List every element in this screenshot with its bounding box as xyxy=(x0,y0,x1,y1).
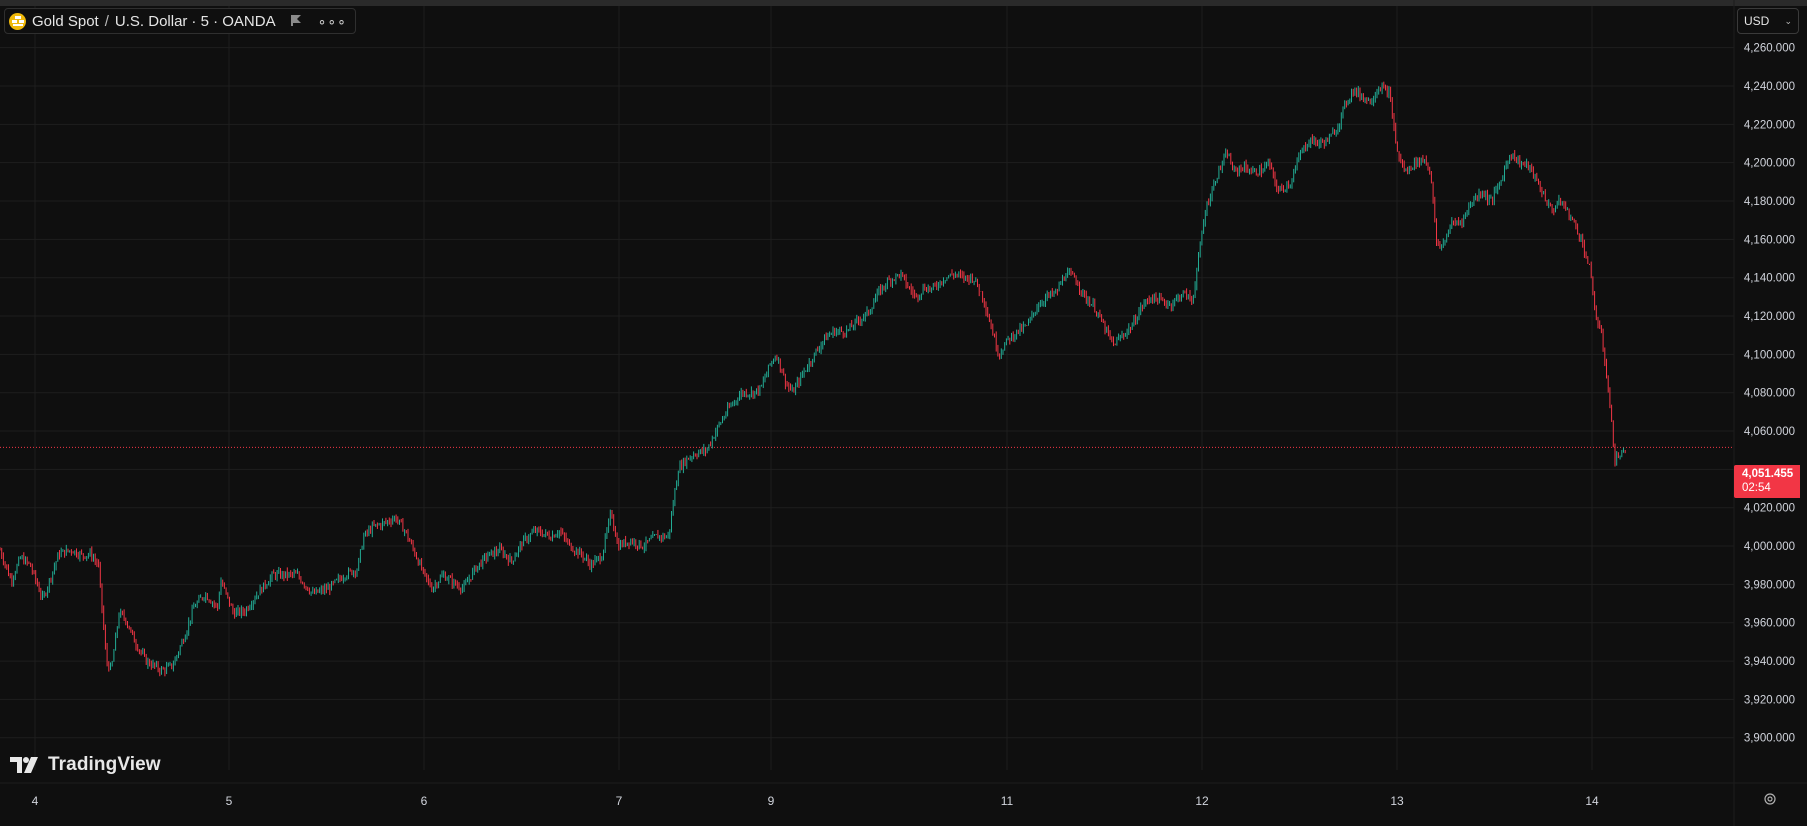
x-tick-label: 5 xyxy=(226,794,233,808)
y-tick-label: 4,020.000 xyxy=(1744,503,1795,515)
candle-series xyxy=(0,81,1626,677)
x-tick-label: 4 xyxy=(32,794,39,808)
interval-exchange: · 5 · OANDA xyxy=(191,12,276,30)
more-dots-icon[interactable]: ∘∘∘ xyxy=(317,12,347,29)
y-tick-label: 3,900.000 xyxy=(1744,733,1795,745)
vertical-grid xyxy=(34,6,1593,770)
y-tick-label: 3,940.000 xyxy=(1744,656,1795,668)
x-tick-label: 13 xyxy=(1390,794,1404,808)
x-tick-label: 9 xyxy=(768,794,775,808)
y-tick-label: 4,000.000 xyxy=(1744,541,1795,553)
symbol-separator: / xyxy=(104,12,109,30)
flag-icon[interactable] xyxy=(290,13,302,30)
currency-value: USD xyxy=(1744,14,1770,28)
last-price-label: 4,051.455 02:54 xyxy=(1734,465,1800,498)
tradingview-logo-icon xyxy=(10,757,38,773)
quote-currency: U.S. Dollar xyxy=(114,12,188,30)
y-tick-label: 4,200.000 xyxy=(1744,158,1795,170)
y-tick-label: 4,220.000 xyxy=(1744,119,1795,131)
y-tick-label: 4,140.000 xyxy=(1744,273,1795,285)
y-tick-label: 4,100.000 xyxy=(1744,349,1795,361)
last-price-value: 4,051.455 xyxy=(1742,468,1794,480)
time-axis: 4 5 6 7 9 11 12 13 14 xyxy=(0,782,1807,808)
y-tick-label: 3,980.000 xyxy=(1744,579,1795,591)
y-tick-label: 4,120.000 xyxy=(1744,311,1795,323)
horizontal-grid xyxy=(0,47,1734,739)
gold-coin-icon xyxy=(9,12,26,30)
settings-icon[interactable] xyxy=(1763,792,1777,806)
top-divider xyxy=(0,0,1807,6)
x-tick-label: 14 xyxy=(1585,794,1599,808)
y-tick-label: 3,960.000 xyxy=(1744,618,1795,630)
price-axis: 4,260.000 4,240.000 4,220.000 4,200.000 4,18… xyxy=(1733,0,1795,826)
y-tick-label: 3,920.000 xyxy=(1744,694,1795,706)
tradingview-watermark[interactable]: TradingView xyxy=(10,754,161,776)
y-tick-label: 4,240.000 xyxy=(1744,81,1795,93)
symbol-name: Gold Spot xyxy=(32,12,99,30)
y-tick-label: 4,180.000 xyxy=(1744,196,1795,208)
y-tick-label: 4,160.000 xyxy=(1744,234,1795,246)
symbol-header[interactable]: Gold Spot / U.S. Dollar · 5 · OANDA ∘∘∘ xyxy=(4,8,356,34)
y-tick-label: 4,260.000 xyxy=(1744,43,1795,55)
x-tick-label: 12 xyxy=(1195,794,1209,808)
x-tick-label: 6 xyxy=(421,794,428,808)
y-tick-label: 4,060.000 xyxy=(1744,426,1795,438)
bar-countdown: 02:54 xyxy=(1742,482,1771,494)
x-tick-label: 11 xyxy=(1001,794,1014,808)
chevron-down-icon: ⌄ xyxy=(1784,15,1792,26)
currency-select[interactable]: USD ⌄ xyxy=(1737,8,1799,34)
x-tick-label: 7 xyxy=(616,794,623,808)
y-tick-label: 4,080.000 xyxy=(1744,388,1795,400)
watermark-text: TradingView xyxy=(48,754,161,775)
